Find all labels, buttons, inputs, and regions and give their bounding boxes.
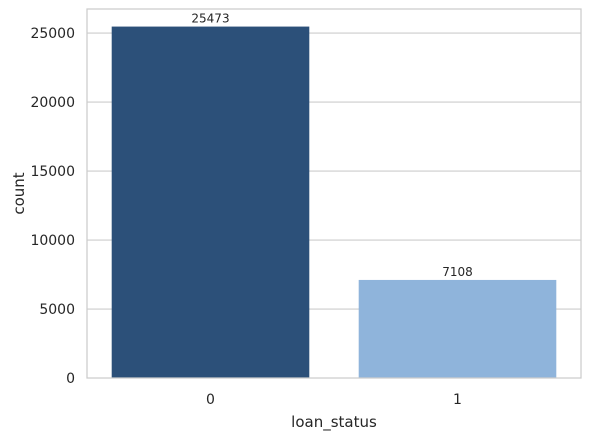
bar-1 [358,279,557,378]
plot-frame [86,8,582,379]
y-tick-label: 20000 [30,95,75,111]
data-label: 7108 [442,265,473,279]
y-tick-label: 25000 [30,26,75,42]
y-tick-label: 10000 [30,233,75,249]
x-axis-label: loan_status [291,413,377,432]
data-label: 25473 [191,12,229,26]
bar-0 [111,26,310,379]
x-tick-label: 0 [206,392,215,408]
y-tick-labels: 0 5000 10000 15000 20000 25000 [30,26,75,387]
y-tick-label: 5000 [39,302,75,318]
x-tick-label: 1 [453,392,462,408]
y-tick-label: 0 [66,371,75,387]
bars [111,26,557,379]
data-labels: 25473 7108 [191,12,472,279]
y-axis-label: count [10,172,28,214]
y-tick-label: 15000 [30,164,75,180]
